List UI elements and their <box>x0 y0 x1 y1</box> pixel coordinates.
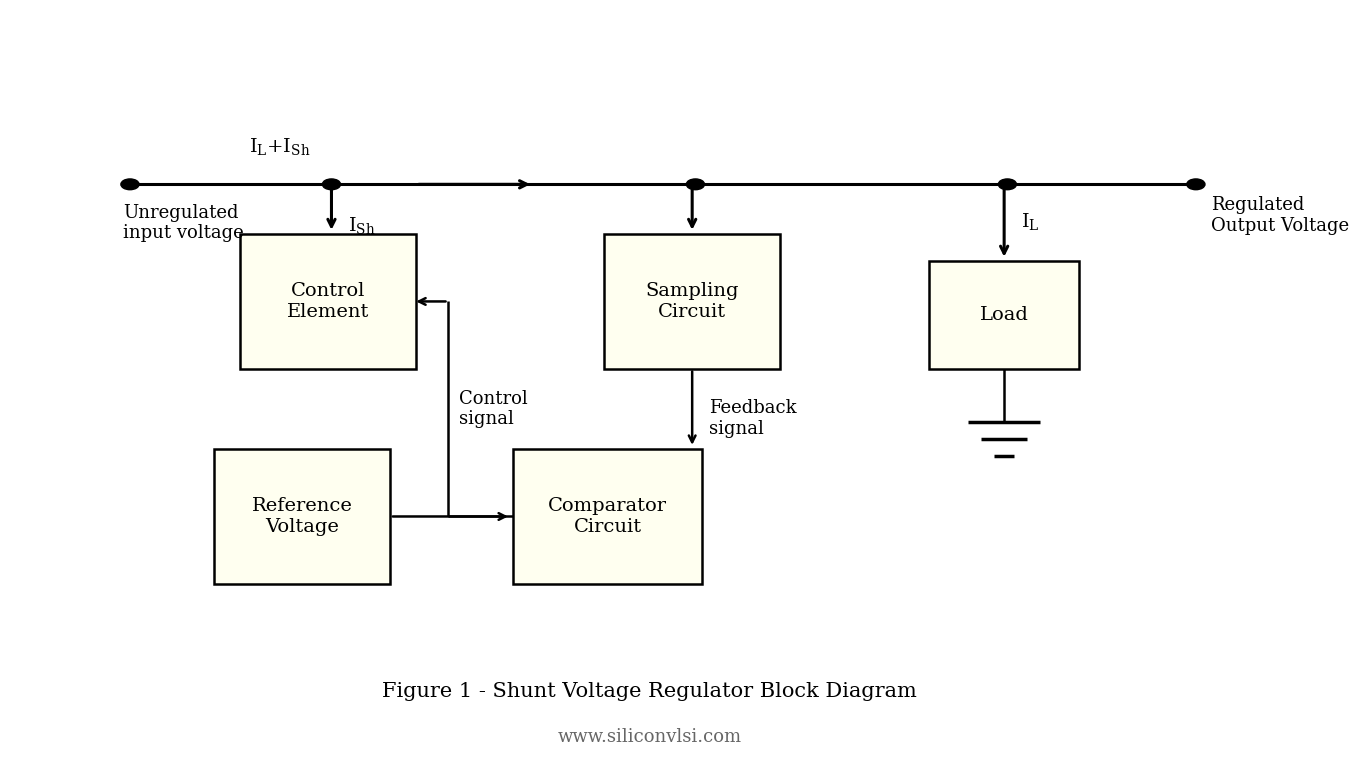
Circle shape <box>686 179 705 190</box>
FancyBboxPatch shape <box>604 234 780 369</box>
FancyBboxPatch shape <box>214 449 389 584</box>
Text: Feedback
signal: Feedback signal <box>709 399 796 439</box>
Text: Reference
Voltage: Reference Voltage <box>251 497 352 536</box>
Text: Unregulated
input voltage: Unregulated input voltage <box>123 204 245 243</box>
Text: Sampling
Circuit: Sampling Circuit <box>645 282 739 321</box>
Text: $\mathregular{I_L}$: $\mathregular{I_L}$ <box>1020 211 1040 232</box>
Circle shape <box>999 179 1016 190</box>
Circle shape <box>1187 179 1205 190</box>
Circle shape <box>120 179 139 190</box>
FancyBboxPatch shape <box>240 234 417 369</box>
Text: Figure 1 - Shunt Voltage Regulator Block Diagram: Figure 1 - Shunt Voltage Regulator Block… <box>382 682 918 700</box>
Text: $\mathregular{I_L}$+$\mathregular{I_{Sh}}$: $\mathregular{I_L}$+$\mathregular{I_{Sh}… <box>249 137 310 157</box>
Text: Comparator
Circuit: Comparator Circuit <box>548 497 667 536</box>
Circle shape <box>322 179 340 190</box>
Text: $\mathregular{I_{Sh}}$: $\mathregular{I_{Sh}}$ <box>348 215 376 236</box>
Text: Control
Element: Control Element <box>287 282 369 321</box>
Text: Control
signal: Control signal <box>459 389 527 429</box>
Text: Regulated
Output Voltage: Regulated Output Voltage <box>1212 196 1350 235</box>
FancyBboxPatch shape <box>514 449 702 584</box>
Text: Load: Load <box>979 306 1029 324</box>
FancyBboxPatch shape <box>929 261 1079 369</box>
Text: www.siliconvlsi.com: www.siliconvlsi.com <box>557 728 742 746</box>
